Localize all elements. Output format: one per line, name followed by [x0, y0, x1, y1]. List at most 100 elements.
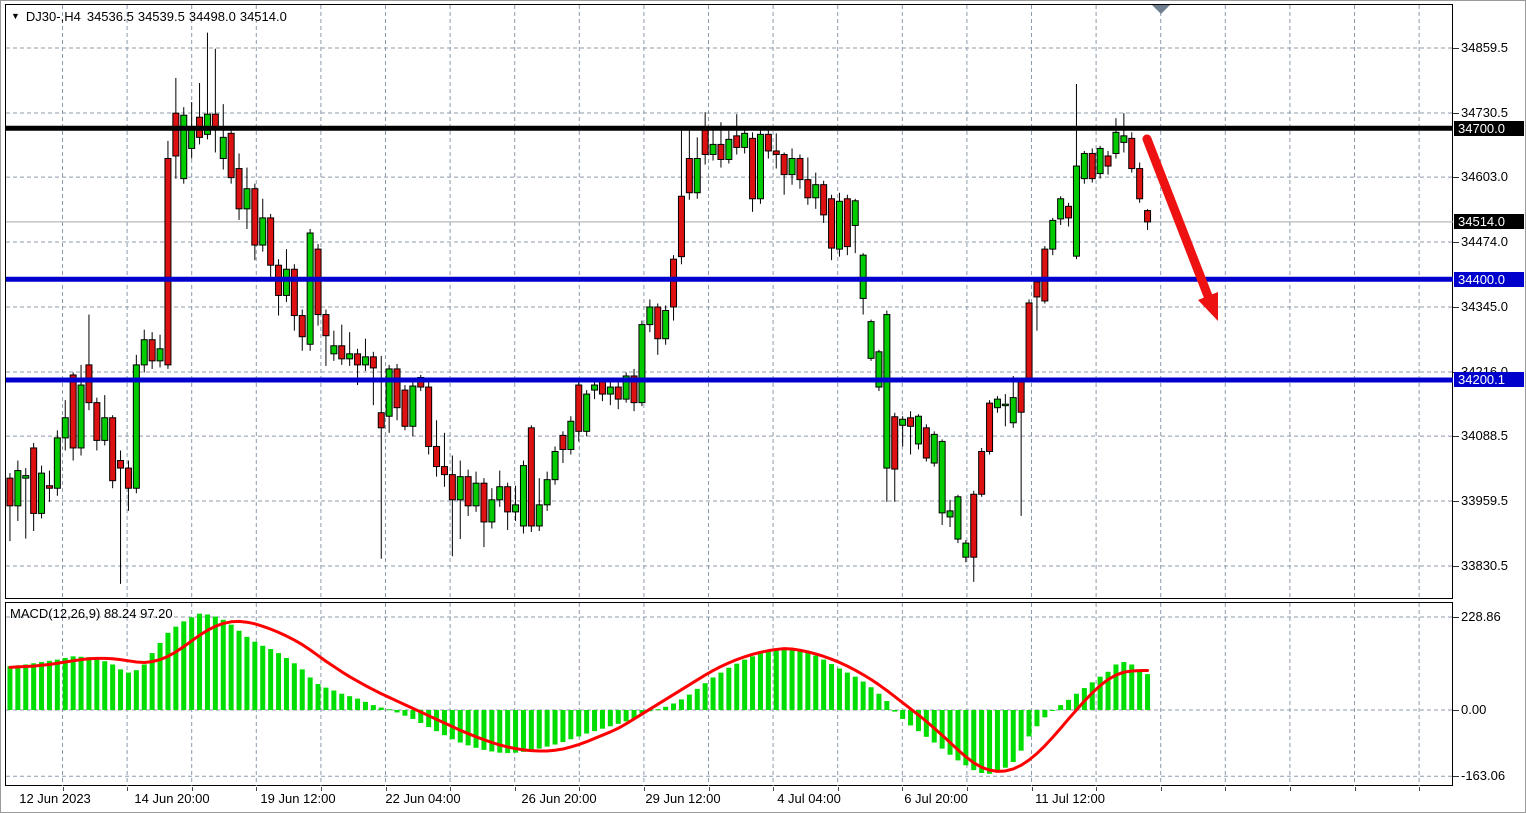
candle-body — [235, 168, 243, 210]
macd-histogram-bar — [204, 614, 210, 710]
macd-axis-tick — [1453, 776, 1459, 778]
macd-histogram-bar — [1089, 682, 1095, 710]
macd-histogram-bar — [54, 659, 60, 710]
macd-histogram-bar — [734, 663, 740, 710]
macd-panel[interactable] — [5, 602, 1454, 787]
macd-histogram-bar — [852, 676, 858, 710]
candle-body — [543, 479, 551, 506]
candle-body — [172, 112, 180, 157]
macd-histogram-bar — [370, 705, 376, 710]
time-axis-label: 11 Jul 12:00 — [1035, 791, 1105, 806]
candle-body — [867, 321, 875, 359]
macd-histogram-bar — [291, 663, 297, 710]
macd-histogram-bar — [1137, 669, 1143, 710]
macd-histogram-bar — [599, 710, 605, 729]
candle-body — [575, 384, 583, 432]
macd-histogram-bar — [1121, 662, 1127, 710]
macd-histogram-bar — [947, 710, 953, 755]
candle-body — [393, 368, 401, 409]
price-axis-tick — [1453, 501, 1459, 503]
macd-histogram-bar — [686, 694, 692, 710]
macd-histogram-bar — [765, 651, 771, 710]
macd-histogram-bar — [386, 709, 392, 711]
macd-histogram-bar — [552, 710, 558, 745]
macd-histogram-bar — [473, 710, 479, 748]
candle-body — [377, 412, 385, 429]
candle-body — [425, 386, 433, 447]
macd-histogram-bar — [236, 630, 242, 710]
candle-body — [6, 477, 14, 507]
macd-signal-line — [8, 619, 1150, 773]
macd-histogram-bar — [299, 669, 305, 710]
time-axis-label: 19 Jun 12:00 — [260, 791, 336, 806]
macd-histogram-bar — [481, 710, 487, 750]
macd-histogram-bar — [1129, 664, 1135, 710]
macd-axis-label: 228.86 — [1461, 608, 1501, 624]
price-axis-tick — [1453, 48, 1459, 49]
candle-body — [859, 254, 867, 299]
candle-body — [954, 496, 962, 540]
price-level-badge: 34700.0 — [1454, 120, 1524, 136]
time-axis-tick — [1096, 787, 1098, 791]
macd-histogram-bar — [678, 699, 684, 710]
macd-histogram-bar — [639, 710, 645, 714]
macd-histogram-bar — [1034, 710, 1040, 727]
macd-histogram-bar — [457, 710, 463, 743]
candle-body — [369, 356, 377, 369]
time-axis-label: 4 Jul 04:00 — [777, 791, 841, 806]
candle-body — [433, 445, 441, 468]
candle-body — [282, 268, 290, 296]
candle-body — [1001, 403, 1009, 407]
candle-body — [733, 135, 741, 148]
candle-body — [1136, 168, 1144, 200]
ohlc-low: 34498.0 — [188, 9, 236, 24]
macd-histogram-bar — [141, 664, 147, 710]
macd-histogram-bar — [260, 645, 266, 710]
candle-body — [464, 476, 472, 507]
main-panel-border — [5, 4, 1453, 599]
macd-chart[interactable] — [5, 602, 1454, 787]
time-axis-tick — [773, 787, 775, 791]
candle-body — [638, 324, 646, 404]
candle-body — [93, 402, 101, 441]
macd-histogram-bar — [1113, 664, 1119, 710]
candle-body — [472, 482, 480, 507]
candle-body — [812, 184, 820, 199]
candle-body — [922, 427, 930, 459]
candle-body — [567, 420, 575, 450]
macd-histogram-bar — [892, 710, 898, 712]
macd-histogram-bar — [979, 710, 985, 773]
time-axis-tick — [450, 787, 452, 791]
candle-body — [448, 474, 456, 501]
candle-body — [1072, 165, 1080, 257]
macd-histogram-bar — [86, 657, 92, 710]
macd-histogram-bar — [62, 657, 68, 710]
main-chart-panel[interactable] — [5, 4, 1454, 600]
candle-body — [606, 386, 614, 395]
macd-histogram-bar — [347, 696, 353, 710]
trend-arrow-shaft — [1142, 134, 1213, 301]
ohlc-close: 34514.0 — [239, 9, 287, 24]
candle-body — [243, 188, 251, 210]
candlestick-chart[interactable] — [5, 4, 1454, 600]
macd-histogram-bar — [536, 710, 542, 749]
candle-body — [764, 133, 772, 152]
candle-body — [591, 384, 599, 391]
candle-body — [298, 315, 306, 338]
candle-body — [804, 179, 812, 199]
candle-body — [851, 200, 859, 226]
price-axis-tick — [1453, 436, 1459, 438]
time-axis-tick — [1289, 787, 1291, 791]
candle-body — [504, 486, 512, 513]
macd-histogram-bar — [7, 666, 13, 710]
price-axis-tick — [1453, 565, 1459, 567]
candle-body — [1057, 198, 1065, 220]
macd-histogram-bar — [165, 632, 171, 710]
time-axis-tick — [1031, 787, 1033, 791]
time-axis-tick — [514, 787, 516, 791]
macd-histogram-bar — [710, 677, 716, 710]
macd-histogram-bar — [836, 668, 842, 710]
price-axis-tick — [1453, 112, 1459, 114]
macd-histogram-bar — [133, 670, 139, 710]
